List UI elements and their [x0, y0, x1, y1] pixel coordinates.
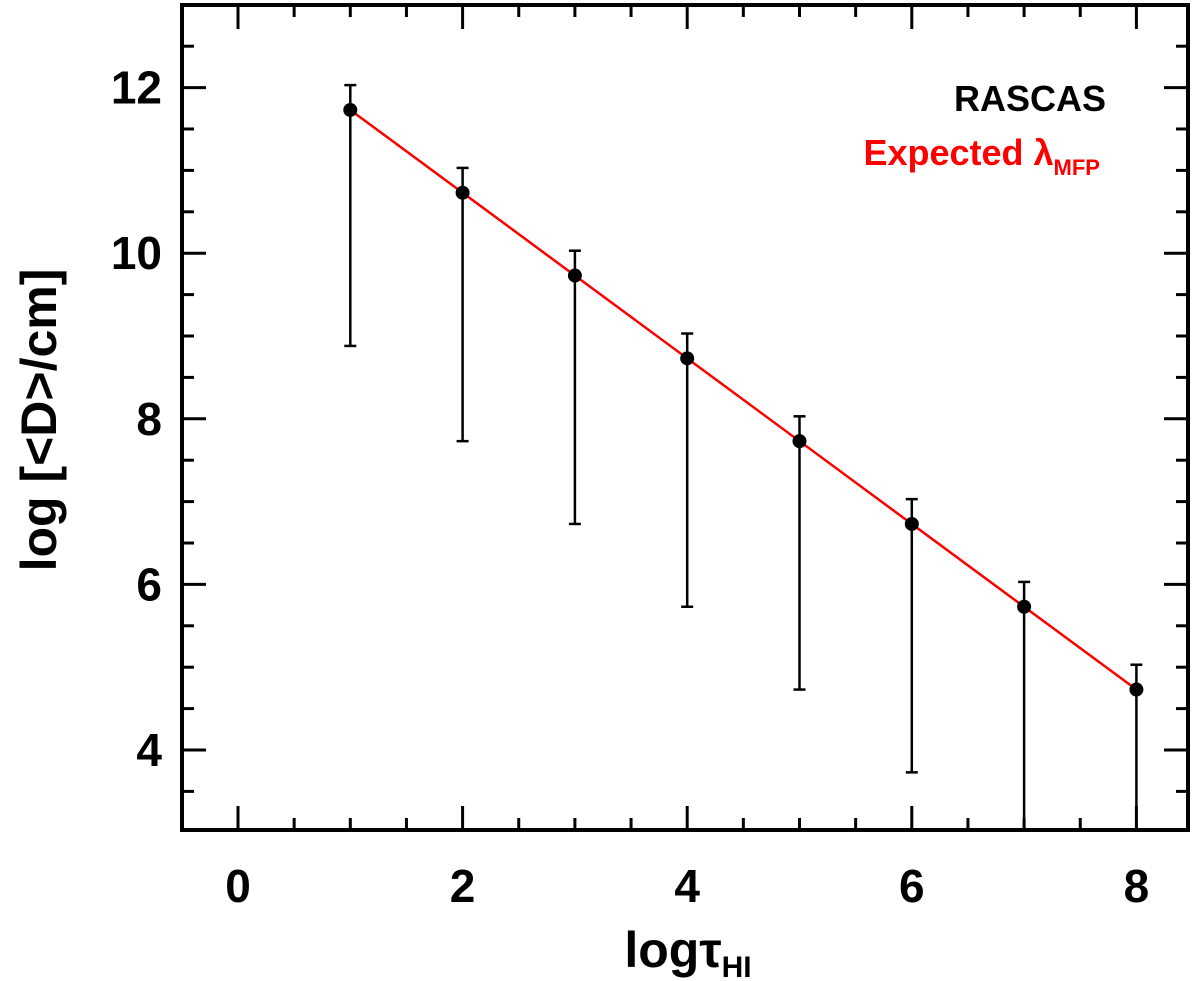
- x-axis-title-subscript: HI: [722, 951, 752, 981]
- y-tick-label: 8: [136, 393, 162, 445]
- data-point: [343, 102, 358, 117]
- legend: RASCAS Expected λMFP: [863, 78, 1106, 180]
- axes-layer: 0 2 4 6 8 4 6 8 10 12: [111, 3, 1190, 912]
- x-tick-label: 0: [225, 860, 251, 912]
- x-tick-label: 8: [1124, 860, 1150, 912]
- data-point: [1017, 599, 1032, 614]
- x-tick-label: 6: [899, 860, 925, 912]
- data-point: [680, 351, 695, 366]
- y-tick-label: 6: [136, 558, 162, 610]
- x-axis-title: logτHI: [624, 922, 751, 981]
- legend-expected-subscript: MFP: [1054, 155, 1100, 180]
- data-point: [792, 434, 807, 449]
- data-layer: [343, 83, 1144, 830]
- legend-expected: Expected λMFP: [863, 132, 1100, 180]
- y-axis-title: log [<D>/cm]: [11, 269, 67, 572]
- legend-expected-main: Expected λ: [863, 132, 1053, 173]
- y-tick-label: 4: [136, 724, 162, 776]
- data-point: [567, 268, 582, 283]
- legend-rascas: RASCAS: [954, 78, 1106, 119]
- data-point: [1129, 682, 1144, 697]
- x-axis-title-main: logτ: [624, 922, 721, 978]
- y-tick-label: 12: [111, 62, 162, 114]
- y-tick-label: 10: [111, 227, 162, 279]
- data-point: [455, 185, 470, 200]
- data-point: [904, 516, 919, 531]
- expected-mfp-line: [349, 108, 1138, 691]
- plot-frame: [180, 3, 1190, 832]
- x-tick-label: 2: [450, 860, 476, 912]
- x-tick-label: 4: [674, 860, 700, 912]
